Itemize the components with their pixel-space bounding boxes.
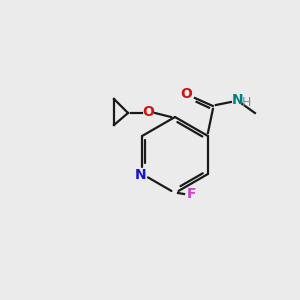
Text: N: N — [134, 168, 146, 182]
Text: O: O — [180, 87, 192, 101]
Text: F: F — [187, 187, 197, 201]
Text: H: H — [242, 97, 252, 110]
Text: O: O — [142, 105, 154, 119]
Text: N: N — [232, 93, 244, 107]
